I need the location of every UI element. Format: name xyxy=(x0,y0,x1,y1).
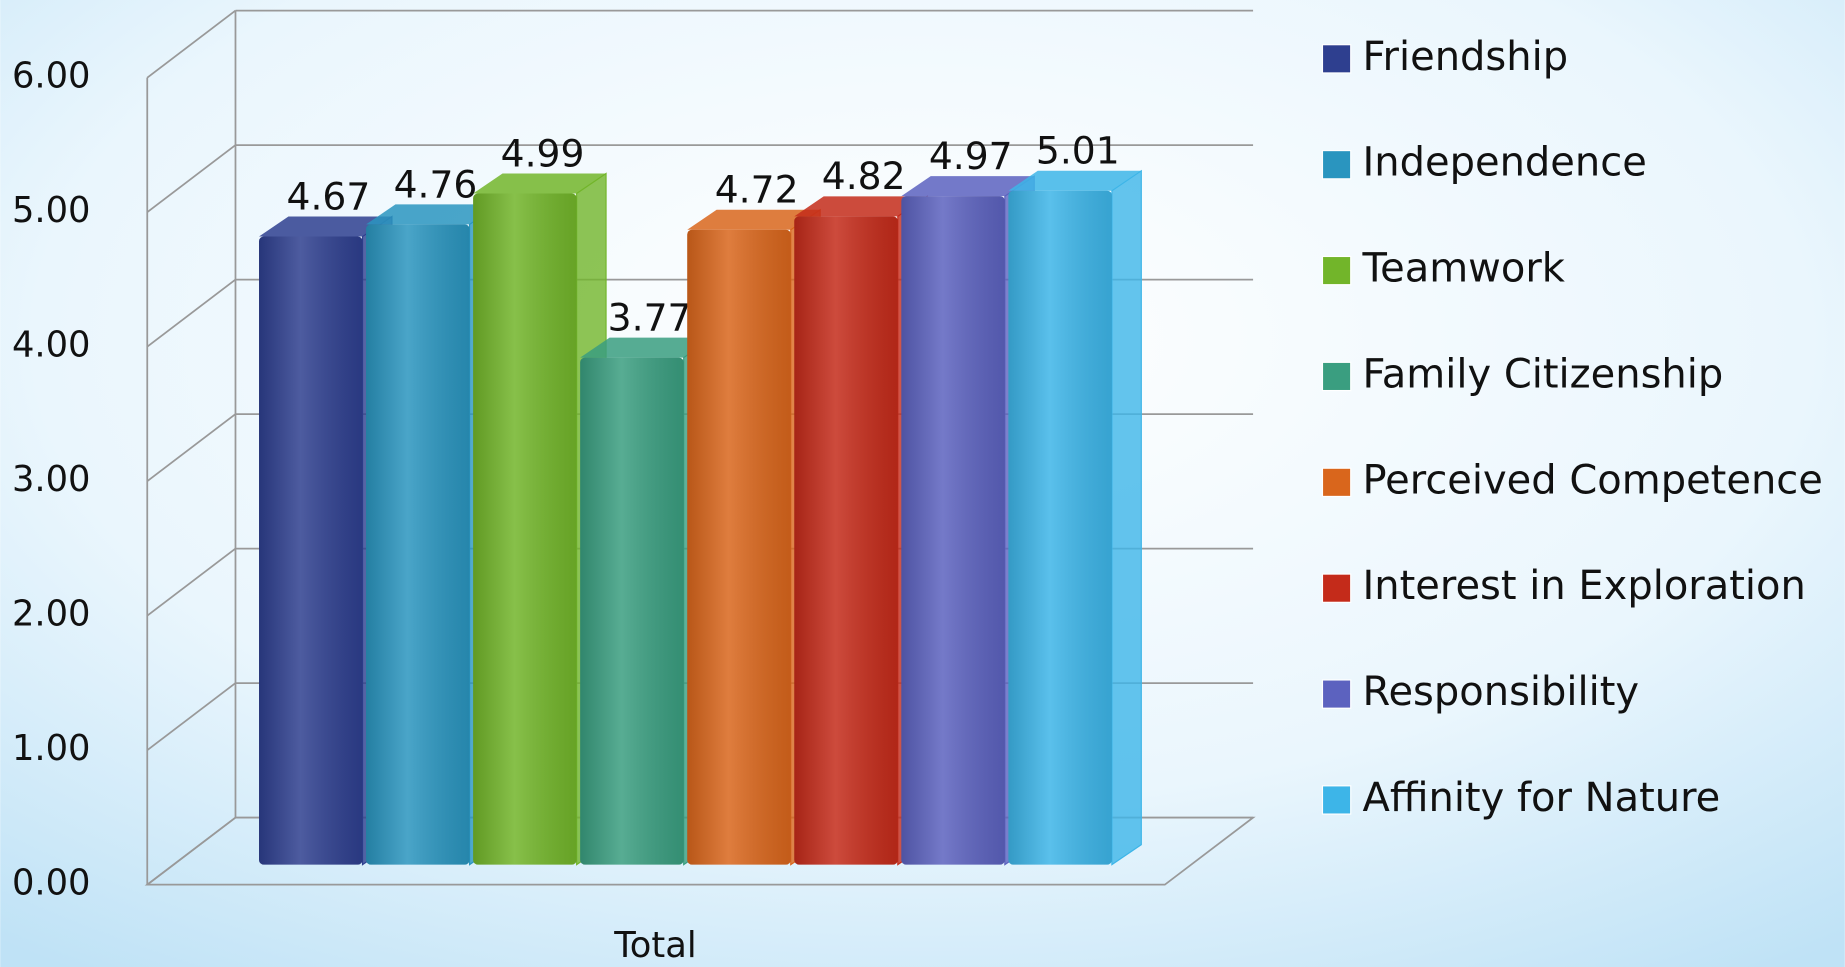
bar-top xyxy=(687,209,821,230)
x-tick-label: Total xyxy=(613,925,696,966)
bar-side xyxy=(1111,169,1142,866)
grid-line xyxy=(146,816,237,886)
bar-top xyxy=(901,176,1035,197)
y-tick-label: 6.00 xyxy=(12,56,91,97)
bar xyxy=(901,175,1035,866)
data-label: 4.82 xyxy=(822,154,906,198)
legend-swatch xyxy=(1321,467,1352,498)
legend-label: Friendship xyxy=(1362,34,1568,80)
data-label: 3.77 xyxy=(608,295,692,339)
legend-swatch xyxy=(1321,255,1352,286)
legend-swatch xyxy=(1321,44,1352,74)
bar-shine xyxy=(1008,190,1112,865)
y-tick-label: 5.00 xyxy=(12,190,91,231)
y-tick-label: 4.00 xyxy=(12,325,91,366)
bar-top xyxy=(580,337,714,358)
grid-line xyxy=(146,9,237,79)
legend-swatch xyxy=(1321,573,1352,603)
bar xyxy=(259,215,393,866)
legend-label: Affinity for Nature xyxy=(1362,775,1720,821)
grid-line xyxy=(146,682,237,751)
bar-shine xyxy=(901,196,1005,865)
bar-shine xyxy=(366,224,470,865)
data-label: 4.99 xyxy=(501,131,585,175)
legend-swatch xyxy=(1321,149,1352,180)
y-tick-label: 2.00 xyxy=(12,594,91,635)
bar-shine xyxy=(473,193,577,865)
grid-line xyxy=(146,547,237,617)
y-tick-label: 3.00 xyxy=(12,459,91,500)
data-label: 4.97 xyxy=(929,134,1013,178)
legend-swatch xyxy=(1321,785,1352,815)
bar-top xyxy=(366,204,499,225)
data-label: 4.76 xyxy=(394,162,478,206)
legend-label: Family Citizenship xyxy=(1362,351,1723,397)
data-label: 4.72 xyxy=(715,168,799,212)
legend-label: Independence xyxy=(1362,140,1646,186)
legend-swatch xyxy=(1321,361,1352,392)
bar-top xyxy=(259,216,392,237)
bar-top xyxy=(794,196,928,217)
bar xyxy=(1008,169,1142,866)
y-tick-label: 1.00 xyxy=(12,728,91,769)
bar-shine xyxy=(687,229,791,865)
legend-label: Teamwork xyxy=(1361,246,1565,292)
bar-shine xyxy=(259,236,363,865)
grid-line xyxy=(146,278,237,348)
bar-shine xyxy=(580,357,684,865)
bar-shine xyxy=(794,216,898,865)
legend-label: Interest in Exploration xyxy=(1362,563,1805,609)
data-label: 5.01 xyxy=(1036,129,1120,173)
legend-label: Perceived Competence xyxy=(1362,457,1822,503)
grid-line xyxy=(146,413,237,482)
data-label: 4.67 xyxy=(287,174,371,218)
bar-top xyxy=(473,173,607,194)
grid-line xyxy=(146,144,237,213)
legend-swatch xyxy=(1321,679,1352,709)
y-tick-label: 0.00 xyxy=(12,863,91,904)
bar-top xyxy=(1008,170,1142,191)
legend-label: Responsibility xyxy=(1362,669,1639,715)
